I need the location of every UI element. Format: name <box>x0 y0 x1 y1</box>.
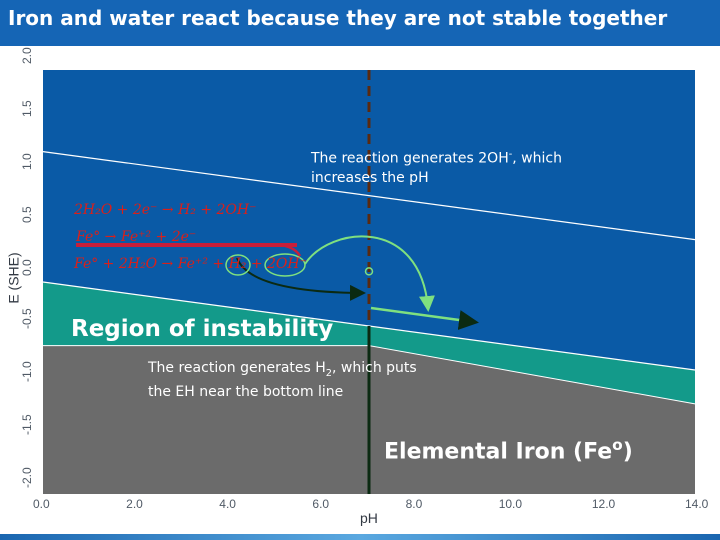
water-upper-line <box>42 151 696 241</box>
marker-circle <box>364 267 374 276</box>
pourbaix-diagram <box>42 70 696 494</box>
arrow-layer <box>76 235 479 330</box>
region-of-instability-label: Region of instability <box>71 316 334 342</box>
y-tick-label: 2.0 <box>20 47 34 64</box>
y-tick-label: -2.0 <box>20 467 34 488</box>
x-tick-label: 2.0 <box>126 497 143 511</box>
y-tick-label: 1.5 <box>20 100 34 117</box>
h2-circle <box>225 254 251 276</box>
y-tick-label: -1.0 <box>20 361 34 382</box>
green-ph-arrow <box>370 306 479 330</box>
y-tick-label: 1.0 <box>20 153 34 170</box>
title-bar: Iron and water react because they are no… <box>0 0 720 46</box>
page-title: Iron and water react because they are no… <box>8 6 668 30</box>
x-tick-label: 10.0 <box>498 497 523 511</box>
x-tick-label: 14.0 <box>685 497 709 511</box>
equation-water-reduction: 2H₂O + 2e⁻ → H₂ + 2OH⁻ <box>74 202 257 218</box>
y-tick-label: -1.5 <box>20 414 34 435</box>
line-layer <box>42 70 696 494</box>
hydroxide-note: The reaction generates 2OH-, which incre… <box>311 149 562 186</box>
x-tick-label: 0.0 <box>33 497 50 511</box>
x-tick-label: 8.0 <box>405 497 423 511</box>
dark-h2-arrow <box>236 257 366 301</box>
y-tick-label: -0.5 <box>20 308 34 329</box>
x-tick-label: 4.0 <box>219 497 236 511</box>
y-tick-label: 0.0 <box>20 259 34 276</box>
y-axis-label: E (SHE) <box>5 252 22 304</box>
oh-circle <box>264 253 306 277</box>
y-tick-label: 0.5 <box>20 206 34 223</box>
equation-iron-oxidation: Fe° → Fe⁺² + 2e⁻ <box>76 229 197 245</box>
x-axis-label: pH <box>360 510 378 526</box>
green-arc-arrow <box>304 235 435 312</box>
equation-overall: Fe° + 2H₂O → Fe⁺² + H₂ + 2OH⁻ <box>74 256 308 272</box>
bottom-accent-bar <box>0 534 720 540</box>
red-arrow-curve <box>261 243 302 257</box>
x-tick-label: 6.0 <box>312 497 330 511</box>
x-tick-label: 12.0 <box>591 497 616 511</box>
hydrogen-note: The reaction generates H2, which puts th… <box>148 360 417 400</box>
elemental-iron-label: Elemental Iron (Feo) <box>384 436 633 465</box>
